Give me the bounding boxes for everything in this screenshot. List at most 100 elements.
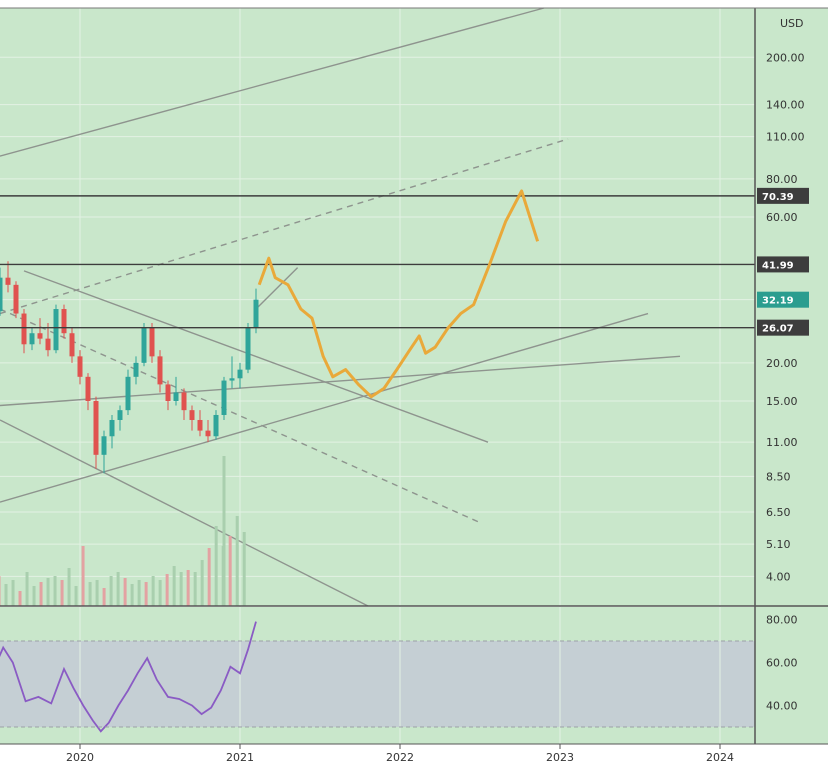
- candle-body: [45, 338, 51, 351]
- volume-bar: [193, 572, 197, 606]
- candle-body: [165, 384, 171, 402]
- price-tick-label: 4.00: [766, 570, 791, 583]
- price-tag-background: [757, 291, 809, 308]
- candle-body: [77, 356, 83, 377]
- rsi-band: [0, 641, 755, 727]
- candle-body: [93, 401, 99, 455]
- volume-bar: [67, 568, 71, 606]
- volume-bar: [39, 582, 43, 606]
- volume-bar: [4, 584, 8, 606]
- time-tick-label: 2022: [386, 751, 414, 764]
- candle-body: [181, 392, 187, 411]
- volume-bar: [137, 580, 141, 606]
- volume-bar: [179, 572, 183, 606]
- candle-body: [245, 328, 251, 370]
- candle-body: [0, 277, 3, 312]
- volume-bar: [214, 526, 218, 606]
- time-axis: 2020 2021 2022 2023 2024: [66, 744, 734, 764]
- candle-body: [29, 333, 35, 345]
- price-tag-label: 41.99: [762, 260, 794, 271]
- candle-body: [21, 313, 27, 345]
- price-tick-label: 15.00: [766, 395, 798, 408]
- price-tick-label: 11.00: [766, 436, 798, 449]
- volume-bar: [144, 582, 148, 606]
- trendline-flat: [0, 355, 681, 407]
- candle-body: [157, 356, 163, 385]
- time-tick-label: 2024: [706, 751, 734, 764]
- volume-bar: [32, 586, 36, 606]
- time-tick-label: 2023: [546, 751, 574, 764]
- price-tick-label: 5.10: [766, 538, 791, 551]
- candle-body: [101, 436, 107, 455]
- projection-line: [257, 189, 540, 399]
- candle-body: [85, 376, 91, 402]
- volume-bar: [207, 548, 211, 606]
- volume-bar: [123, 578, 127, 606]
- price-axis: 200.00 140.00 110.00 80.00 60.00 20.00 15.00 11…: [766, 51, 805, 583]
- volume-bar: [242, 532, 246, 606]
- volume-bar: [53, 576, 57, 606]
- volume-bars: [0, 456, 246, 606]
- time-tick-label: 2021: [226, 751, 254, 764]
- channel-descending-upper: [23, 270, 489, 443]
- rsi-line: [0, 621, 257, 733]
- price-tick-label: 110.00: [766, 131, 805, 144]
- candle-body: [117, 410, 123, 420]
- volume-bar: [165, 574, 169, 606]
- trendline-short: [255, 267, 299, 310]
- price-tags: 70.39 41.99 32.19 26.07: [757, 187, 809, 336]
- candle-body: [13, 284, 19, 314]
- candle-body: [69, 333, 75, 357]
- candle-body: [229, 378, 235, 381]
- price-tag-label: 70.39: [762, 192, 794, 203]
- currency-label: USD: [780, 17, 804, 30]
- rsi-axis: 80.00 60.00 40.00: [766, 614, 798, 713]
- volume-bar: [158, 580, 162, 606]
- price-tag-background: [757, 187, 809, 204]
- candle-body: [213, 414, 219, 437]
- volume-bar: [235, 516, 239, 606]
- rsi-tick-label: 40.00: [766, 700, 798, 713]
- volume-bar: [18, 591, 22, 606]
- price-tag-background: [757, 319, 809, 336]
- candle-body: [109, 419, 115, 437]
- volume-bar: [95, 580, 99, 606]
- price-axis-background: [755, 8, 828, 744]
- volume-bar: [172, 566, 176, 606]
- volume-bar: [186, 570, 190, 606]
- volume-bar: [74, 586, 78, 606]
- horizontal-levels: [0, 195, 755, 329]
- price-tag-background: [757, 256, 809, 273]
- rsi-tick-label: 80.00: [766, 614, 798, 627]
- volume-bar: [102, 588, 106, 606]
- candle-body: [125, 376, 131, 411]
- volume-bar: [81, 546, 85, 606]
- candle-body: [253, 299, 259, 329]
- main-pane-background: [0, 8, 755, 606]
- volume-bar: [228, 536, 232, 606]
- candle-body: [149, 328, 155, 357]
- candle-body: [5, 277, 11, 285]
- price-tag-label: 32.19: [762, 296, 794, 307]
- candle-body: [205, 430, 211, 437]
- price-tick-label: 80.00: [766, 173, 798, 186]
- price-tick-label: 60.00: [766, 211, 798, 224]
- candle-body: [141, 328, 147, 363]
- volume-bar: [200, 560, 204, 606]
- candle-body: [189, 410, 195, 420]
- price-tick-label: 6.50: [766, 506, 791, 519]
- price-tick-label: 20.00: [766, 357, 798, 370]
- candle-body: [53, 309, 59, 351]
- rsi-tick-label: 60.00: [766, 657, 798, 670]
- volume-bar: [151, 576, 155, 606]
- volume-bar: [25, 572, 29, 606]
- time-axis-background: [0, 744, 828, 765]
- trendlines: [0, 7, 681, 607]
- volume-bar: [0, 576, 1, 606]
- price-tag-label: 26.07: [762, 324, 794, 335]
- price-tick-label: 8.50: [766, 470, 791, 483]
- candle-body: [197, 419, 203, 431]
- channel-descending-lower: [0, 419, 369, 607]
- candle-body: [133, 362, 139, 377]
